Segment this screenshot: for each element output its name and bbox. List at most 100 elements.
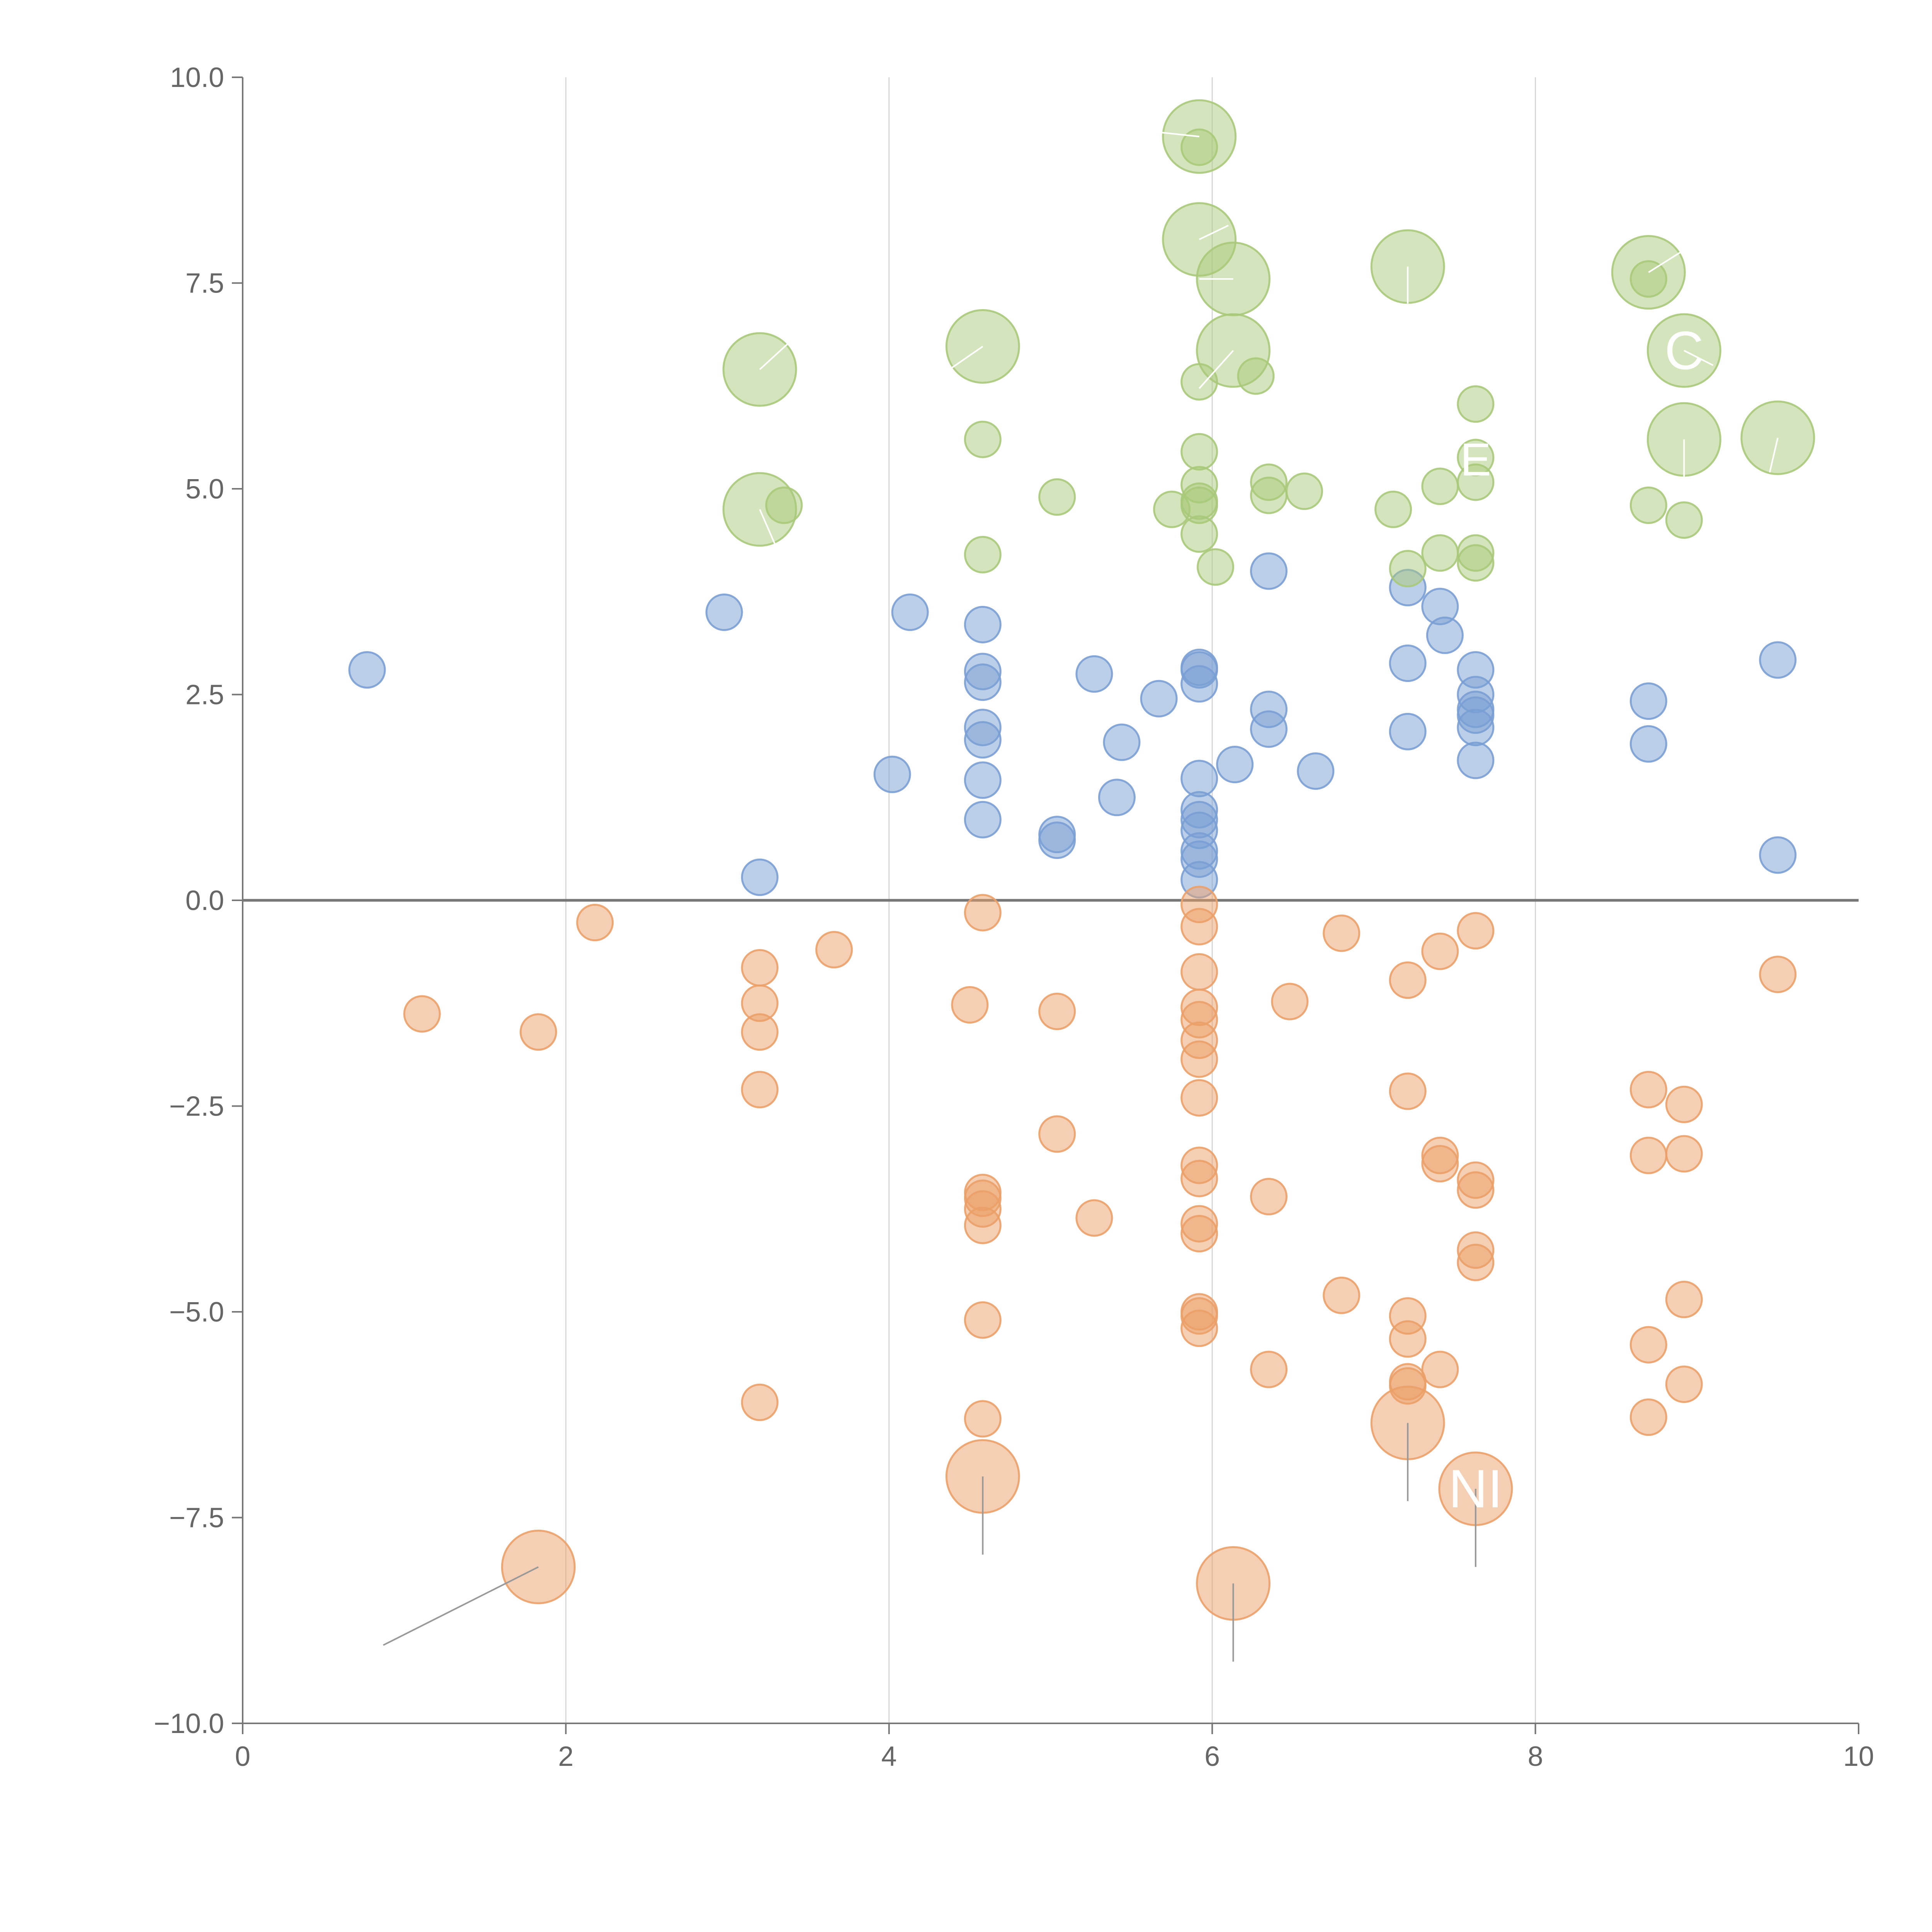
blue-point [1140, 680, 1178, 718]
leader-line [383, 1566, 539, 1646]
blue-point [1180, 760, 1218, 798]
y-tick-label: −5.0 [169, 1297, 224, 1328]
blue-point [348, 651, 386, 689]
leader-line [1648, 241, 1697, 273]
data-points [348, 128, 1797, 1438]
blue-point [1250, 710, 1288, 748]
green-point [1457, 385, 1495, 423]
blue-point [1629, 682, 1667, 720]
green-point [1457, 463, 1495, 501]
orange-point [1421, 1145, 1459, 1183]
orange-point [1250, 1178, 1288, 1216]
blue-point [1389, 713, 1427, 750]
blue-point [964, 605, 1002, 643]
y-tick-label: −2.5 [169, 1091, 224, 1122]
point-label: NI [1449, 1458, 1503, 1519]
orange-point [1180, 1079, 1218, 1117]
orange-point [1389, 961, 1427, 999]
orange-point [964, 1206, 1002, 1244]
blue-point [1426, 616, 1464, 654]
y-tick-label: 0.0 [185, 885, 224, 916]
blue-point [964, 801, 1002, 838]
orange-point [1629, 1136, 1667, 1174]
x-tick-label: 6 [1204, 1741, 1220, 1772]
orange-point [1665, 1365, 1703, 1403]
green-point [1421, 534, 1459, 572]
green-point [1421, 468, 1459, 505]
orange-point [1629, 1326, 1667, 1364]
blue-point [873, 755, 911, 793]
orange-point [964, 1400, 1002, 1438]
orange-point [741, 1013, 779, 1051]
orange-point [741, 1071, 779, 1109]
blue-point [891, 594, 929, 631]
orange-point [964, 1301, 1002, 1339]
orange-point [1075, 1199, 1113, 1237]
orange-point [1421, 1350, 1459, 1388]
blue-point [964, 761, 1002, 799]
blue-point [964, 721, 1002, 759]
blue-point [705, 594, 743, 631]
orange-point [1250, 1350, 1288, 1388]
green-point [1197, 548, 1235, 586]
orange-point [1665, 1085, 1703, 1123]
highlighted-points [501, 99, 1815, 1621]
orange-point [1457, 1243, 1495, 1281]
blue-point [1457, 742, 1495, 779]
orange-point [1457, 912, 1495, 950]
y-tick-label: 7.5 [185, 268, 224, 299]
x-tick-label: 8 [1528, 1741, 1543, 1772]
orange-point [1759, 956, 1797, 993]
blue-point [1075, 655, 1113, 693]
axes: 0 2 4 6 8 10 10.0 7.5 5.0 2.5 0.0 −2.5 −5.0 −7.5 −10.0 [154, 62, 1874, 1772]
orange-point [1457, 1171, 1495, 1209]
y-tick-label: −10.0 [154, 1708, 224, 1739]
blue-point [1629, 725, 1667, 763]
green-point [964, 420, 1002, 458]
orange-point [1180, 1040, 1218, 1078]
orange-point [1180, 908, 1218, 946]
orange-point [403, 995, 441, 1033]
point-labels: C NI E [383, 131, 1779, 1662]
leader-line [1769, 437, 1779, 473]
orange-point [1180, 1310, 1218, 1347]
orange-point [1665, 1135, 1703, 1173]
orange-point [815, 931, 853, 969]
blue-point [1250, 552, 1288, 590]
orange-point [1038, 993, 1076, 1031]
orange-point [1421, 932, 1459, 970]
orange-point [1665, 1281, 1703, 1318]
x-tick-label: 2 [558, 1741, 573, 1772]
green-point [1180, 515, 1218, 553]
green-point [1180, 433, 1218, 471]
blue-point [1180, 665, 1218, 703]
orange-point [1389, 1072, 1427, 1110]
green-point [1374, 490, 1412, 528]
annotation-label: E [1460, 434, 1491, 485]
y-tick-label: 5.0 [185, 474, 224, 505]
blue-point [1389, 645, 1427, 682]
y-tick-label: 10.0 [170, 62, 224, 93]
x-tick-label: 10 [1843, 1741, 1874, 1772]
orange-highlight-point [501, 1529, 576, 1604]
blue-point [1038, 821, 1076, 859]
blue-point [1759, 836, 1797, 874]
orange-point [1180, 1215, 1218, 1253]
orange-point [964, 894, 1002, 932]
orange-point [1323, 914, 1361, 952]
leader-line [937, 345, 983, 379]
blue-point [1216, 746, 1254, 784]
leader-line [1160, 131, 1199, 138]
y-tick-label: −7.5 [169, 1503, 224, 1534]
y-tick-label: 2.5 [185, 680, 224, 711]
x-tick-label: 4 [881, 1741, 897, 1772]
blue-point [1098, 779, 1136, 816]
blue-point [1759, 641, 1797, 679]
orange-point [741, 949, 779, 987]
leader-line [759, 332, 801, 370]
green-point [964, 536, 1002, 573]
green-point [1038, 478, 1076, 516]
blue-point [1297, 752, 1335, 790]
leader-line [1684, 350, 1714, 366]
x-tick-label: 0 [235, 1741, 250, 1772]
